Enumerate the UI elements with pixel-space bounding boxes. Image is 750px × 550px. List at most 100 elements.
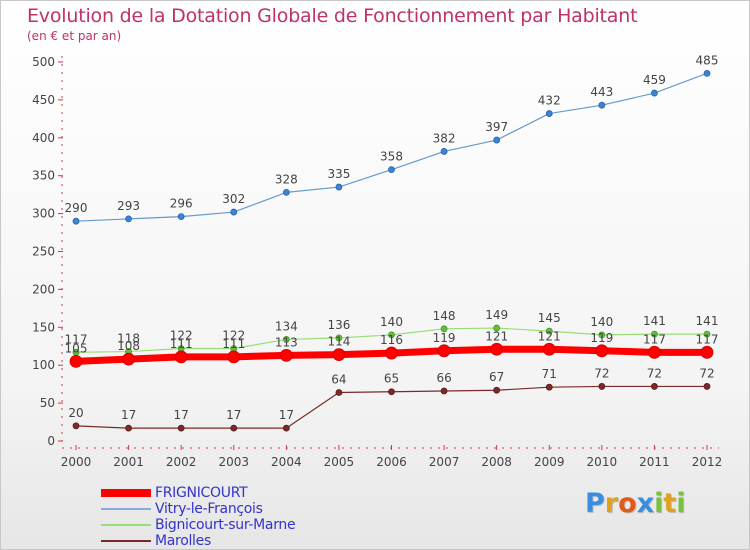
x-tick-label: 2000 [61, 455, 92, 469]
data-label: 296 [170, 197, 193, 211]
chart-title: Evolution de la Dotation Globale de Fonc… [27, 5, 638, 27]
data-label: 72 [699, 366, 714, 380]
data-label: 108 [117, 339, 140, 353]
logo-letter: i [654, 488, 664, 519]
x-tick-label: 2001 [113, 455, 144, 469]
legend-label: Marolles [155, 533, 211, 549]
data-point [125, 424, 132, 432]
data-point [282, 188, 290, 196]
data-label: 17 [174, 408, 189, 422]
data-point [440, 148, 448, 155]
data-point [598, 383, 606, 390]
data-point [545, 110, 553, 117]
data-point [490, 342, 504, 356]
data-point [279, 348, 293, 362]
y-tick-label: 150 [32, 320, 55, 334]
data-point [282, 336, 290, 343]
logo-letter: P [585, 488, 605, 519]
logo-letter: r [604, 488, 619, 519]
data-label: 119 [590, 331, 613, 345]
data-point [440, 387, 448, 395]
data-point [700, 345, 714, 359]
data-label: 293 [117, 199, 140, 213]
data-label: 111 [222, 337, 245, 351]
data-label: 122 [222, 329, 245, 343]
x-tick-label: 2005 [324, 455, 355, 469]
data-label: 397 [485, 120, 508, 134]
data-label: 140 [590, 315, 613, 329]
data-label: 122 [170, 329, 193, 343]
data-label: 17 [279, 408, 294, 422]
data-label: 20 [68, 406, 83, 420]
data-label: 17 [226, 408, 241, 422]
x-tick-label: 2003 [218, 455, 249, 469]
data-label: 141 [643, 314, 666, 328]
data-label: 71 [542, 367, 557, 381]
data-point [125, 215, 132, 223]
data-label: 459 [643, 73, 666, 87]
data-point [177, 424, 185, 432]
data-point [648, 345, 661, 359]
x-tick-label: 2011 [639, 455, 670, 469]
data-point [493, 324, 501, 332]
data-label: 105 [65, 341, 88, 355]
y-tick-label: 500 [32, 55, 55, 69]
data-label: 148 [433, 309, 456, 323]
legend-label: Vitry-le-François [155, 501, 263, 517]
data-label: 72 [647, 366, 662, 380]
y-tick-label: 200 [32, 282, 55, 296]
data-label: 113 [275, 335, 298, 349]
data-point [440, 325, 448, 333]
y-tick-label: 300 [32, 207, 55, 221]
data-point [230, 208, 238, 216]
data-point [230, 424, 238, 432]
data-point [335, 389, 343, 396]
data-point [72, 422, 80, 430]
data-label: 111 [170, 337, 193, 351]
data-label: 117 [643, 332, 666, 346]
data-label: 141 [696, 314, 719, 328]
y-tick-label: 100 [32, 358, 55, 372]
data-point [388, 388, 395, 396]
x-tick-label: 2002 [166, 455, 197, 469]
logo-letter: i [676, 488, 686, 519]
data-point [69, 355, 83, 368]
data-point [437, 344, 451, 358]
data-label: 66 [436, 371, 451, 385]
data-label: 443 [590, 85, 613, 99]
data-point [651, 89, 658, 97]
x-tick-label: 2006 [376, 455, 407, 469]
data-label: 117 [696, 332, 719, 346]
data-point [174, 350, 188, 364]
data-point [651, 330, 658, 338]
data-label: 140 [380, 315, 403, 329]
data-label: 114 [327, 335, 350, 349]
data-point [703, 383, 711, 390]
logo-letter: o [618, 488, 637, 519]
data-point [388, 331, 395, 339]
logo-letter: x [636, 488, 655, 519]
data-label: 485 [696, 53, 719, 67]
data-label: 64 [331, 372, 346, 386]
x-tick-label: 2010 [587, 455, 618, 469]
data-point [703, 330, 711, 338]
legend-label: FRIGNICOURT [155, 485, 248, 501]
legend-swatch [101, 489, 151, 497]
data-label: 149 [485, 308, 508, 322]
data-label: 432 [538, 94, 561, 108]
data-point [72, 217, 80, 225]
data-point [227, 350, 241, 364]
data-label: 116 [380, 333, 403, 347]
data-point [493, 136, 501, 144]
proxiti-logo: Proxiti [585, 488, 686, 519]
y-tick-label: 250 [32, 245, 55, 259]
chart-subtitle: (en € et par an) [27, 29, 122, 43]
data-label: 335 [327, 167, 350, 181]
x-tick-label: 2009 [534, 455, 565, 469]
data-point [335, 183, 343, 191]
data-point [598, 331, 606, 339]
data-label: 290 [65, 201, 88, 215]
data-point [122, 352, 135, 366]
data-label: 328 [275, 172, 298, 186]
